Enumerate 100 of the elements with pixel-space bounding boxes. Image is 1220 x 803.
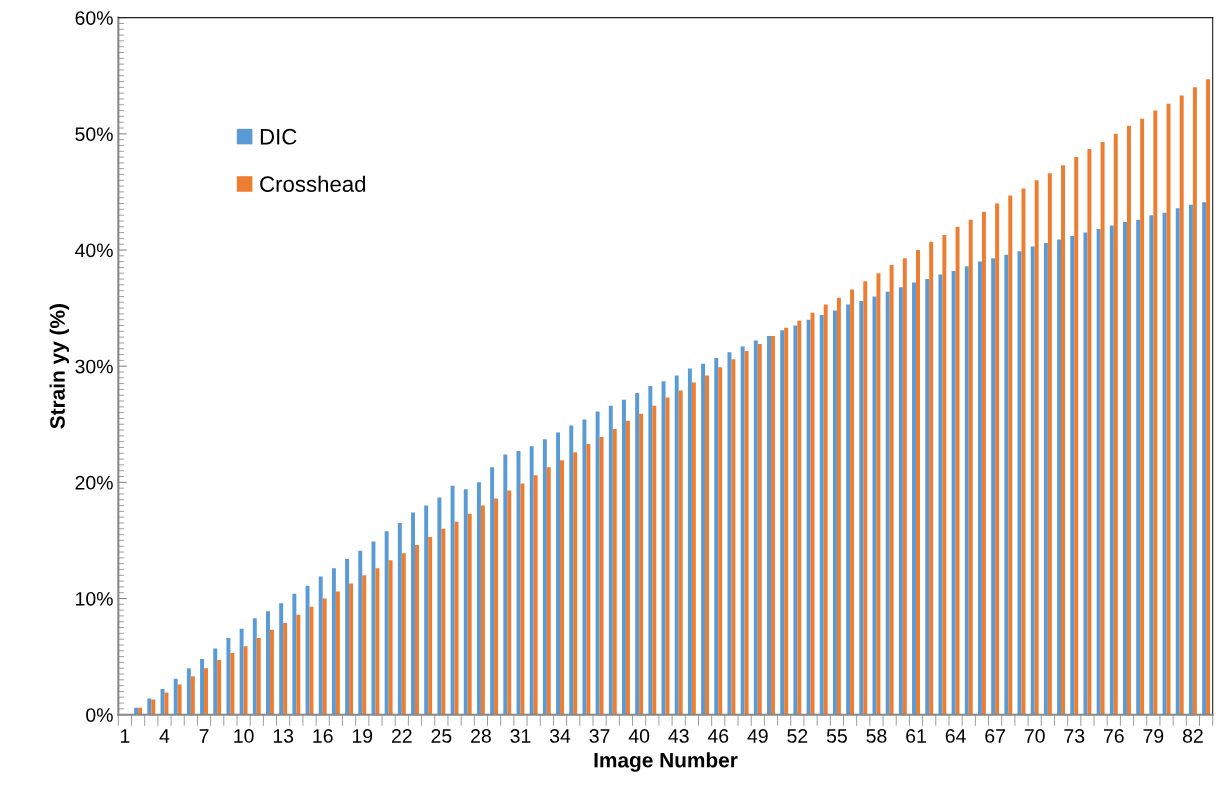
bar: [269, 629, 274, 715]
bar: [450, 485, 455, 715]
bar: [200, 658, 205, 715]
bar: [533, 475, 538, 715]
bar: [411, 512, 415, 715]
bar: [718, 367, 723, 715]
bar: [573, 452, 578, 715]
legend-label: Crosshead: [260, 175, 366, 192]
bar: [1202, 202, 1207, 715]
bar: [678, 390, 683, 715]
bar: [494, 498, 499, 715]
bar: [507, 490, 512, 715]
y-tick-label: 10%: [76, 591, 113, 606]
bar: [230, 653, 235, 715]
x-tick-label: 46: [707, 729, 729, 743]
bar: [476, 482, 481, 715]
bar: [401, 553, 406, 715]
bar: [793, 325, 798, 715]
x-tick-label: 40: [628, 729, 650, 743]
bar: [876, 273, 881, 715]
bar: [1034, 180, 1039, 715]
x-tick-label: 4: [159, 729, 170, 743]
bar: [1087, 148, 1092, 715]
bar: [938, 274, 943, 715]
bar: [358, 550, 363, 715]
x-tick-label: 79: [1143, 729, 1164, 743]
x-tick-label: 73: [1064, 729, 1085, 743]
bar: [560, 460, 564, 715]
x-tick-label: 64: [945, 729, 966, 743]
bar: [942, 234, 947, 715]
bar: [1109, 225, 1114, 715]
bar: [885, 291, 890, 715]
bar: [1175, 208, 1180, 715]
bar: [582, 419, 587, 715]
x-tick-label: 31: [510, 729, 531, 743]
bar: [1113, 133, 1118, 715]
bar: [331, 568, 336, 715]
bar: [1017, 251, 1022, 715]
bar: [292, 593, 297, 715]
bar: [767, 335, 771, 715]
bar: [784, 327, 789, 715]
bar: [384, 531, 389, 715]
bar: [599, 437, 604, 715]
bar: [529, 446, 534, 715]
x-tick-label: 61: [906, 729, 926, 743]
bar: [164, 692, 169, 715]
bar: [863, 281, 868, 715]
bar: [912, 282, 917, 715]
x-tick-label: 67: [985, 729, 1005, 743]
bar: [661, 381, 666, 715]
bar: [556, 432, 561, 715]
bar: [1206, 79, 1211, 715]
bar: [977, 261, 982, 715]
bar: [1008, 195, 1013, 715]
bar: [846, 304, 851, 715]
bar: [929, 241, 934, 715]
bar: [467, 513, 472, 715]
bar: [424, 505, 429, 715]
bar: [569, 425, 574, 715]
x-tick-label: 28: [471, 729, 491, 743]
bar: [705, 375, 710, 715]
bar: [1061, 165, 1066, 715]
bar: [691, 382, 696, 715]
bar: [1043, 243, 1048, 715]
bar: [1057, 239, 1062, 715]
bar: [503, 454, 508, 715]
x-tick-label: 70: [1024, 729, 1045, 743]
x-tick-label: 49: [747, 729, 768, 743]
bar: [1030, 246, 1035, 715]
bar: [625, 420, 630, 715]
bar: [889, 265, 894, 715]
bar: [151, 699, 156, 715]
y-tick-label: 50%: [75, 127, 113, 142]
bar: [335, 591, 340, 715]
y-axis-title: Strain yy (%): [49, 304, 70, 429]
bar: [639, 413, 644, 715]
bar: [322, 598, 327, 715]
bar: [714, 358, 719, 715]
bar: [1123, 222, 1127, 715]
bar: [622, 399, 626, 715]
bar: [388, 560, 393, 715]
bar: [731, 359, 736, 715]
bar: [283, 622, 288, 715]
bar: [995, 203, 1000, 715]
bar: [1096, 229, 1101, 715]
bar: [480, 505, 485, 715]
bar: [1136, 219, 1141, 715]
bar: [744, 351, 749, 715]
legend-label: DIC: [260, 128, 297, 145]
bar: [586, 444, 591, 715]
bar: [256, 638, 261, 715]
bar: [836, 297, 841, 715]
bar: [252, 618, 257, 715]
bar: [1126, 125, 1131, 715]
x-tick-label: 82: [1182, 729, 1203, 743]
bar: [674, 375, 679, 715]
x-tick-label: 76: [1103, 729, 1124, 743]
bar: [1162, 212, 1167, 715]
bar: [981, 211, 986, 715]
bar: [397, 522, 402, 715]
